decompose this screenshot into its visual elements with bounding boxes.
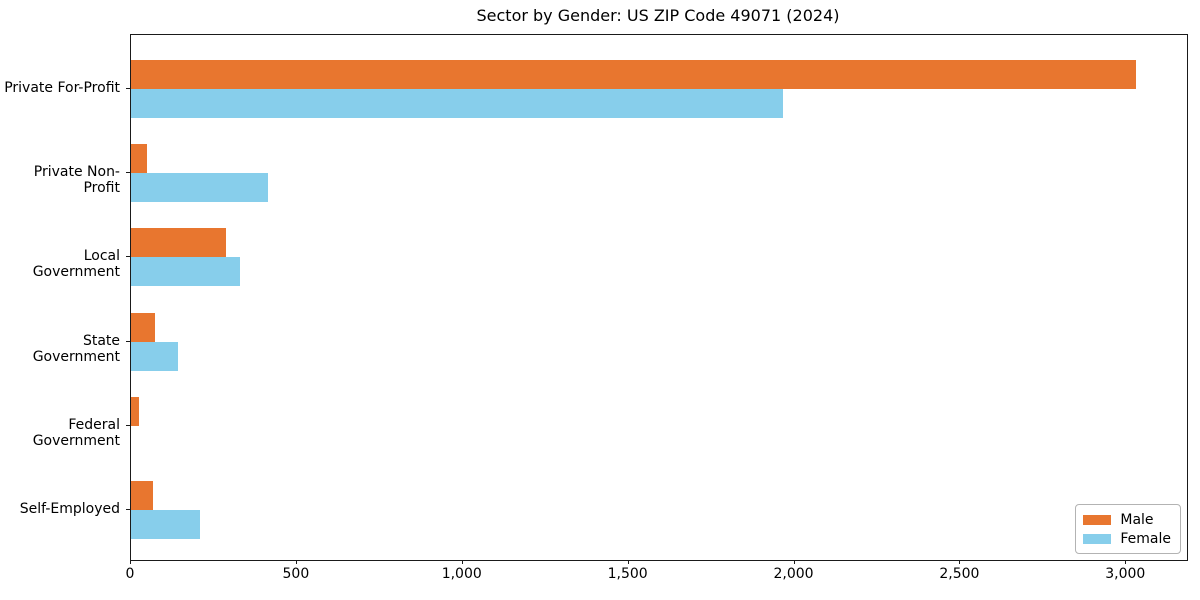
bar-male-4 [131, 312, 155, 342]
x-tick-mark [130, 560, 131, 564]
y-tick-mark [126, 256, 130, 258]
y-tick-label: Federal Government [32, 416, 120, 449]
bar-female-6 [131, 510, 201, 539]
legend-label: Male [1120, 511, 1154, 528]
x-tick-label: 0 [125, 566, 135, 582]
chart-title: Sector by Gender: US ZIP Code 49071 (202… [476, 6, 840, 25]
legend-swatch-male [1083, 514, 1112, 525]
bar-male-5 [131, 396, 139, 426]
legend-label: Female [1120, 530, 1171, 547]
legend-item-female: Female [1083, 529, 1171, 548]
x-tick-mark [461, 560, 463, 564]
x-tick-label: 500 [282, 566, 310, 582]
y-tick-label: Self-Employed [19, 501, 120, 517]
x-tick-label: 2,500 [939, 566, 980, 582]
y-tick-label: State Government [32, 332, 120, 365]
legend-item-male: Male [1083, 510, 1171, 529]
x-tick-mark [627, 560, 629, 564]
y-tick-mark [126, 424, 130, 426]
bar-female-4 [131, 341, 178, 371]
bar-male-3 [131, 228, 226, 258]
x-tick-mark [793, 560, 795, 564]
x-tick-label: 2,000 [773, 566, 814, 582]
legend-swatch-female [1083, 533, 1112, 544]
bar-male-2 [131, 144, 147, 174]
y-tick-mark [126, 340, 130, 342]
y-tick-label: Private For-Profit [4, 80, 120, 96]
x-tick-mark [1125, 560, 1127, 564]
bar-female-2 [131, 173, 269, 203]
x-tick-label: 1,500 [607, 566, 648, 582]
plot-area: Male Female [130, 34, 1188, 561]
bar-male-1 [131, 60, 1137, 89]
y-tick-label: Private Non-Profit [33, 164, 120, 197]
legend: Male Female [1075, 504, 1181, 554]
x-tick-mark [295, 560, 297, 564]
y-tick-label: Local Government [32, 248, 120, 281]
x-tick-label: 1,000 [441, 566, 482, 582]
y-tick-mark [126, 172, 130, 174]
x-tick-label: 3,000 [1105, 566, 1146, 582]
bar-male-6 [131, 481, 153, 510]
bar-female-3 [131, 257, 241, 287]
y-tick-mark [126, 509, 130, 510]
x-tick-mark [959, 560, 961, 564]
bar-female-1 [131, 89, 783, 118]
y-tick-mark [126, 88, 130, 89]
